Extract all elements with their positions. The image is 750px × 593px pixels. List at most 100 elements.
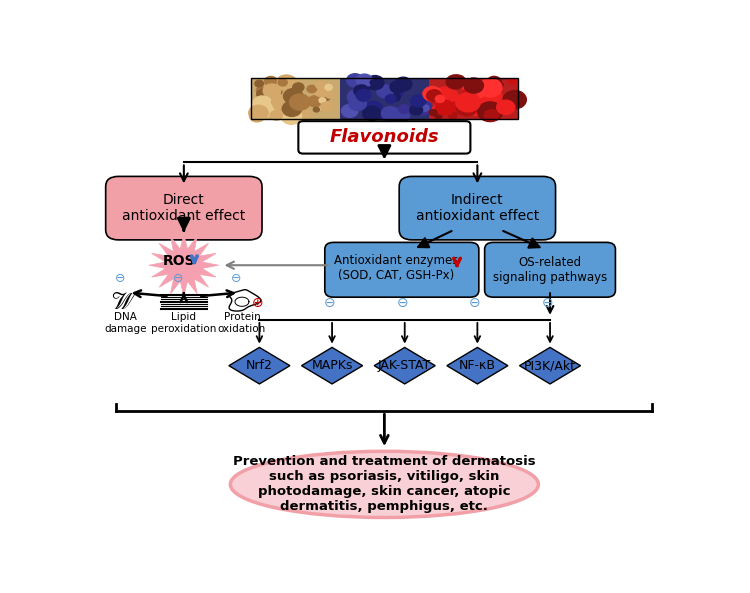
Circle shape xyxy=(341,104,358,117)
FancyBboxPatch shape xyxy=(298,121,470,154)
FancyBboxPatch shape xyxy=(484,243,616,297)
Circle shape xyxy=(456,93,480,112)
Text: $\mathscr{W}$: $\mathscr{W}$ xyxy=(111,290,140,314)
Circle shape xyxy=(262,103,272,110)
Text: Lipid
peroxidation: Lipid peroxidation xyxy=(152,313,217,334)
Circle shape xyxy=(363,106,381,120)
Circle shape xyxy=(254,101,274,117)
Circle shape xyxy=(503,91,526,109)
Circle shape xyxy=(249,106,268,120)
Circle shape xyxy=(484,110,499,121)
Bar xyxy=(251,78,518,119)
Circle shape xyxy=(314,102,324,109)
Text: ⊖: ⊖ xyxy=(231,272,242,285)
Circle shape xyxy=(391,94,400,101)
Polygon shape xyxy=(520,347,580,384)
Polygon shape xyxy=(447,347,508,384)
Circle shape xyxy=(366,75,384,90)
Circle shape xyxy=(433,87,458,106)
Text: ⊖: ⊖ xyxy=(324,296,335,310)
Circle shape xyxy=(478,79,502,97)
Text: MAPKs: MAPKs xyxy=(311,359,352,372)
Circle shape xyxy=(282,101,302,116)
Circle shape xyxy=(509,79,516,84)
Circle shape xyxy=(349,97,367,110)
Circle shape xyxy=(299,98,306,103)
Text: ROS: ROS xyxy=(163,254,196,267)
Circle shape xyxy=(450,75,466,87)
Text: PI3K/Akt: PI3K/Akt xyxy=(524,359,576,372)
Circle shape xyxy=(263,84,280,98)
Text: DNA
damage: DNA damage xyxy=(104,313,147,334)
Circle shape xyxy=(263,104,278,116)
Text: ⊖: ⊖ xyxy=(172,272,183,285)
Text: Nrf2: Nrf2 xyxy=(246,359,273,372)
Text: ⊖: ⊖ xyxy=(542,296,554,310)
Circle shape xyxy=(294,109,310,122)
Circle shape xyxy=(281,109,302,125)
Bar xyxy=(251,78,340,119)
Circle shape xyxy=(436,100,454,115)
Circle shape xyxy=(496,100,514,114)
Text: ⊖: ⊖ xyxy=(397,296,408,310)
Circle shape xyxy=(294,96,302,102)
Circle shape xyxy=(307,85,316,93)
Circle shape xyxy=(272,98,280,106)
Text: JAK-STAT: JAK-STAT xyxy=(378,359,431,372)
Circle shape xyxy=(388,86,403,98)
Circle shape xyxy=(463,79,488,98)
Circle shape xyxy=(389,109,410,124)
Circle shape xyxy=(279,103,290,110)
Circle shape xyxy=(356,90,371,101)
Text: OS-related
signaling pathways: OS-related signaling pathways xyxy=(493,256,608,284)
Circle shape xyxy=(466,97,488,115)
Text: ⊖: ⊖ xyxy=(115,272,125,285)
Circle shape xyxy=(325,84,332,90)
Circle shape xyxy=(347,90,365,104)
Circle shape xyxy=(268,87,282,97)
Circle shape xyxy=(435,113,442,119)
FancyBboxPatch shape xyxy=(399,176,556,240)
Circle shape xyxy=(319,98,326,103)
Circle shape xyxy=(365,101,382,115)
Circle shape xyxy=(480,88,502,105)
Circle shape xyxy=(316,82,324,88)
Text: Protein
oxidation: Protein oxidation xyxy=(217,313,266,334)
Circle shape xyxy=(376,85,393,98)
Text: Prevention and treatment of dermatosis
such as psoriasis, vitiligo, skin
photoda: Prevention and treatment of dermatosis s… xyxy=(233,455,536,514)
Circle shape xyxy=(292,83,304,92)
Circle shape xyxy=(478,102,502,122)
Circle shape xyxy=(452,105,464,114)
Ellipse shape xyxy=(230,451,538,518)
Circle shape xyxy=(277,75,294,89)
Circle shape xyxy=(421,105,429,111)
Circle shape xyxy=(255,80,263,87)
Text: ⊕: ⊕ xyxy=(251,296,263,310)
Circle shape xyxy=(457,100,477,116)
Text: Direct
antioxidant effect: Direct antioxidant effect xyxy=(122,193,245,223)
Circle shape xyxy=(278,75,297,91)
Circle shape xyxy=(253,96,272,111)
Circle shape xyxy=(463,88,472,95)
Circle shape xyxy=(354,85,369,97)
Polygon shape xyxy=(229,347,290,384)
Circle shape xyxy=(284,88,303,104)
Circle shape xyxy=(398,105,410,114)
Circle shape xyxy=(314,107,320,112)
Circle shape xyxy=(370,79,377,85)
Circle shape xyxy=(390,81,406,93)
Polygon shape xyxy=(149,234,219,296)
Bar xyxy=(340,78,429,119)
Text: Indirect
antioxidant effect: Indirect antioxidant effect xyxy=(416,193,539,223)
Circle shape xyxy=(429,110,437,116)
Circle shape xyxy=(394,77,412,91)
Circle shape xyxy=(382,107,399,120)
Circle shape xyxy=(446,75,464,89)
Circle shape xyxy=(274,93,281,99)
Circle shape xyxy=(386,95,396,103)
Circle shape xyxy=(256,89,270,100)
Circle shape xyxy=(250,110,265,122)
Text: Antioxidant enzymes
(SOD, CAT, GSH-Px): Antioxidant enzymes (SOD, CAT, GSH-Px) xyxy=(334,254,458,282)
FancyBboxPatch shape xyxy=(106,176,262,240)
Circle shape xyxy=(496,82,503,88)
